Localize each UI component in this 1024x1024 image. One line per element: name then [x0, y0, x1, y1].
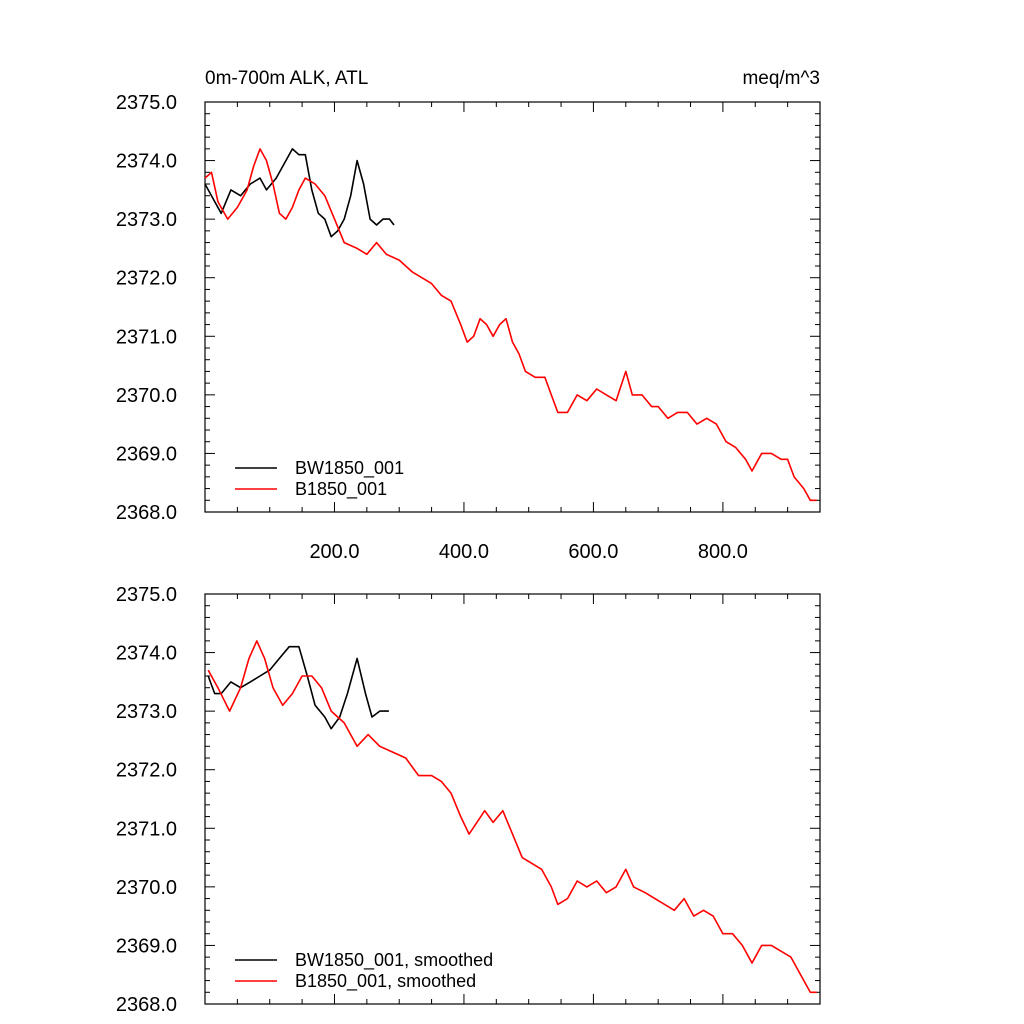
x-tick-label: 600.0	[568, 541, 618, 563]
y-tick-label: 2369.0	[116, 443, 177, 465]
series-line-b1850	[204, 148, 817, 502]
top-plot-frame	[204, 101, 821, 513]
top-series-group	[204, 148, 817, 502]
y-tick-label: 2371.0	[116, 818, 177, 840]
bottom-y-tick-labels: 2368.0 2369.0 2370.0 2371.0 2372.0 2373.0 2374…	[116, 584, 177, 1016]
x-tick-label: 800.0	[698, 541, 748, 563]
legend-label: B1850_001	[295, 479, 387, 500]
top-y-tick-labels: 2368.0 2369.0 2370.0 2371.0 2372.0 2373.0 2374…	[116, 92, 177, 524]
y-tick-label: 2372.0	[116, 268, 177, 290]
legend-label: BW1850_001, smoothed	[295, 950, 493, 971]
bottom-plot-frame	[204, 593, 821, 1005]
y-tick-label: 2374.0	[116, 643, 177, 665]
bottom-panel: 2368.0 2369.0 2370.0 2371.0 2372.0 2373.0 2374…	[116, 584, 821, 1016]
top-title-left: 0m-700m ALK, ATL	[205, 68, 368, 89]
y-tick-label: 2369.0	[116, 935, 177, 957]
y-tick-label: 2373.0	[116, 701, 177, 723]
legend-label: BW1850_001	[295, 458, 404, 479]
x-tick-label: 400.0	[439, 541, 489, 563]
top-title-right: meq/m^3	[742, 68, 820, 89]
series-line-b1850	[207, 640, 817, 994]
series-line-bw1850	[207, 645, 389, 730]
bottom-axis-ticks	[204, 593, 821, 1005]
top-x-tick-labels: 200.0 400.0 600.0 800.0	[309, 541, 747, 563]
y-tick-label: 2375.0	[116, 92, 177, 114]
y-tick-label: 2375.0	[116, 584, 177, 606]
y-tick-label: 2368.0	[116, 502, 177, 524]
y-tick-label: 2371.0	[116, 326, 177, 348]
bottom-series-group	[207, 640, 817, 994]
y-tick-label: 2372.0	[116, 760, 177, 782]
legend-label: B1850_001, smoothed	[295, 971, 476, 992]
series-line-bw1850	[204, 148, 395, 238]
y-tick-label: 2374.0	[116, 151, 177, 173]
y-tick-label: 2368.0	[116, 994, 177, 1016]
top-axis-ticks	[204, 101, 821, 513]
y-tick-label: 2370.0	[116, 877, 177, 899]
y-tick-label: 2373.0	[116, 209, 177, 231]
y-tick-label: 2370.0	[116, 385, 177, 407]
x-tick-label: 200.0	[309, 541, 359, 563]
top-panel: 0m-700m ALK, ATL meq/m^3 2368.0 2369.0 237…	[116, 68, 821, 563]
